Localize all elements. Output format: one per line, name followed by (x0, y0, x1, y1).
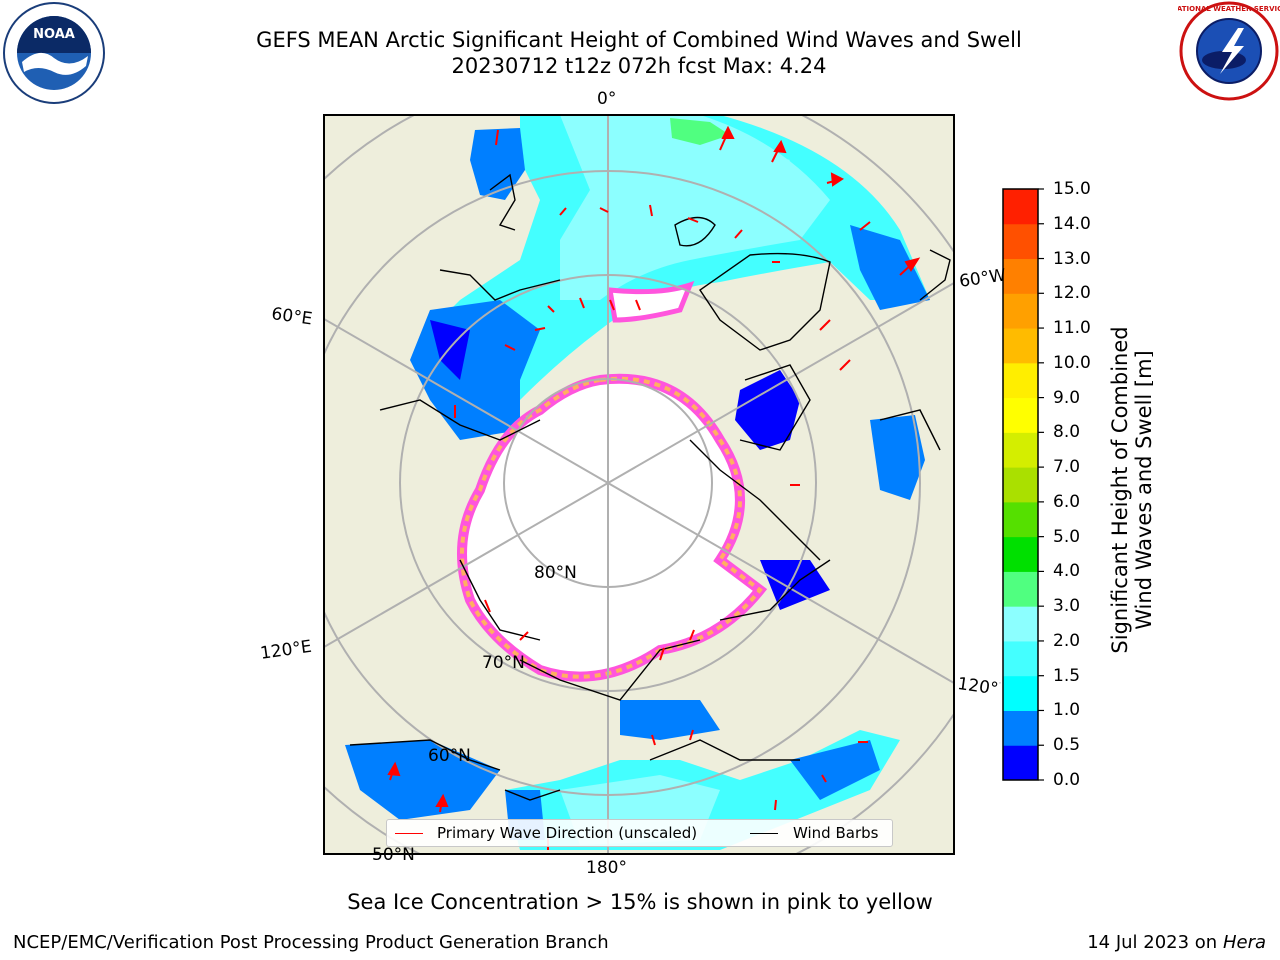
lat-label-70: 70°N (482, 653, 525, 673)
noaa-logo-text: NOAA (33, 27, 75, 42)
colorbar-tick-label: 0.5 (1053, 735, 1081, 756)
sea-ice-region (457, 280, 768, 682)
colorbar-tick-label: 14.0 (1053, 213, 1091, 234)
colorbar-tick-label: 1.5 (1053, 665, 1081, 686)
lon-label-180: 180° (586, 858, 627, 878)
colorbar-band (1003, 467, 1038, 503)
colorbar-band (1003, 501, 1038, 538)
colorbar-tick-label: 3.0 (1053, 596, 1081, 617)
colorbar-tick-label: 7.0 (1053, 457, 1081, 478)
colorbar-tick-label: 0.0 (1053, 770, 1081, 790)
colorbar-band (1003, 293, 1038, 329)
colorbar-tick-label: 4.0 (1053, 561, 1081, 582)
colorbar-frame (1002, 188, 1039, 781)
colorbar-band (1003, 571, 1038, 607)
colorbar (1002, 188, 1044, 781)
graticule (324, 115, 954, 854)
chart-title: GEFS MEAN Arctic Significant Height of C… (256, 28, 1022, 52)
colorbar-tick-label: 8.0 (1053, 422, 1081, 443)
colorbar-band (1003, 258, 1038, 294)
colorbar-band (1003, 745, 1038, 781)
colorbar-title-line2: Wind Waves and Swell [m] (1132, 350, 1153, 630)
colorbar-title: Significant Height of Combined Wind Wave… (1108, 326, 1153, 653)
colorbar-tick-label: 1.0 (1053, 700, 1081, 721)
primary-wave-legend-swatch (395, 833, 423, 834)
lon-label-0: 0° (597, 89, 617, 109)
colorbar-tick-label: 10.0 (1053, 352, 1091, 373)
primary-wave-direction-arrows (387, 125, 921, 850)
primary-wave-legend-label: Primary Wave Direction (unscaled) (437, 824, 698, 842)
colorbar-tick-label: 6.0 (1053, 491, 1081, 512)
wind-barbs-legend-swatch (750, 833, 778, 834)
date-text: 14 Jul 2023 on Hera (1087, 932, 1266, 953)
colorbar-band (1003, 432, 1038, 468)
colorbar-band (1003, 189, 1038, 225)
date-host: Hera (1222, 932, 1266, 953)
colorbar-tick-label: 13.0 (1053, 248, 1091, 269)
chart-subtitle: 20230712 t12z 072h fcst Max: 4.24 (451, 54, 827, 78)
colorbar-band (1003, 362, 1038, 399)
colorbar-band (1003, 710, 1038, 746)
colorbar-title-line1: Significant Height of Combined (1108, 326, 1132, 653)
coastlines (349, 173, 951, 801)
colorbar-tick-label: 5.0 (1053, 526, 1081, 547)
colorbar-band (1003, 640, 1038, 677)
colorbar-tick-label: 2.0 (1053, 630, 1081, 651)
lat-label-60: 60°N (428, 746, 471, 766)
colorbar-band (1003, 397, 1038, 433)
colorbar-tick-label: 12.0 (1053, 283, 1091, 304)
colorbar-tick-label: 15.0 (1053, 179, 1091, 199)
colorbar-tick-label: 11.0 (1053, 318, 1091, 339)
nws-logo: NATIONAL WEATHER SERVICE (1178, 1, 1280, 101)
noaa-logo: NOAA (3, 2, 105, 104)
colorbar-band (1003, 675, 1038, 711)
lat-label-50: 50°N (372, 845, 415, 865)
nws-logo-text: NATIONAL WEATHER SERVICE (1178, 5, 1280, 13)
sea-ice-caption: Sea Ice Concentration > 15% is shown in … (347, 890, 933, 914)
colorbar-band (1003, 536, 1038, 572)
colorbar-band (1003, 328, 1038, 364)
colorbar-tick-label: 9.0 (1053, 387, 1081, 408)
date-prefix: 14 Jul 2023 on (1087, 932, 1223, 953)
map-legend: Primary Wave Direction (unscaled) Wind B… (386, 819, 893, 847)
colorbar-band (1003, 606, 1038, 642)
credit-text: NCEP/EMC/Verification Post Processing Pr… (13, 932, 609, 953)
lat-label-80: 80°N (534, 563, 577, 583)
map-frame (323, 114, 955, 855)
wind-barbs-legend-label: Wind Barbs (793, 824, 879, 842)
colorbar-band (1003, 223, 1038, 260)
